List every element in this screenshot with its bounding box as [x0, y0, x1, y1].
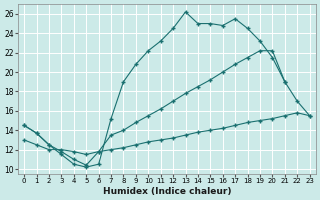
X-axis label: Humidex (Indice chaleur): Humidex (Indice chaleur) — [103, 187, 231, 196]
